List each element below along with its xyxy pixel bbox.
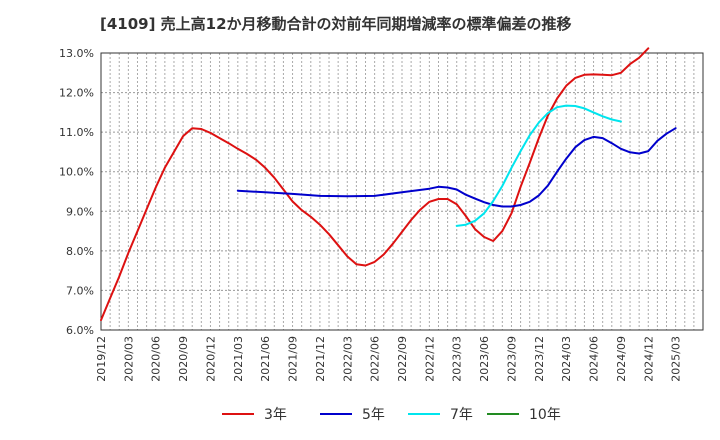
y-tick-label: 7.0% xyxy=(66,284,94,297)
y-tick-label: 9.0% xyxy=(66,205,94,218)
x-tick-label: 2021/12 xyxy=(314,336,327,382)
series-line-1 xyxy=(100,47,650,322)
x-tick-label: 2022/09 xyxy=(396,336,409,382)
x-tick-label: 2024/09 xyxy=(615,336,628,382)
legend-label: 7年 xyxy=(450,407,473,423)
x-tick-label: 2022/06 xyxy=(369,336,382,382)
x-tick-label: 2021/03 xyxy=(232,336,245,382)
chart-title: [4109] 売上高12か月移動合計の対前年同期増減率の標準偏差の推移 xyxy=(100,15,572,33)
y-tick-label: 12.0% xyxy=(59,87,94,100)
x-tick-label: 2022/12 xyxy=(423,336,436,382)
x-tick-label: 2023/03 xyxy=(451,336,464,382)
x-tick-label: 2021/06 xyxy=(259,336,272,382)
x-tick-label: 2022/03 xyxy=(341,336,354,382)
legend-label: 3年 xyxy=(264,407,287,423)
y-tick-label: 10.0% xyxy=(59,166,94,179)
legend-label: 10年 xyxy=(529,407,561,423)
x-tick-label: 2020/09 xyxy=(177,336,190,382)
x-tick-label: 2021/09 xyxy=(287,336,300,382)
x-tick-label: 2020/12 xyxy=(204,336,217,382)
x-tick-label: 2020/03 xyxy=(122,336,135,382)
x-tick-label: 2024/03 xyxy=(560,336,573,382)
x-tick-label: 2025/03 xyxy=(670,336,683,382)
legend-label: 5年 xyxy=(362,407,385,423)
series-line-2 xyxy=(236,127,677,208)
y-tick-label: 8.0% xyxy=(66,245,94,258)
y-tick-label: 6.0% xyxy=(66,324,94,337)
plot-frame xyxy=(100,52,704,331)
series-line-3 xyxy=(455,104,622,227)
x-tick-label: 2024/12 xyxy=(642,336,655,382)
y-tick-label: 13.0% xyxy=(59,47,94,60)
x-tick-label: 2024/06 xyxy=(588,336,601,382)
x-tick-label: 2019/12 xyxy=(95,336,108,382)
y-tick-label: 11.0% xyxy=(59,126,94,139)
x-tick-label: 2020/06 xyxy=(150,336,163,382)
x-tick-label: 2023/06 xyxy=(478,336,491,382)
x-tick-label: 2023/09 xyxy=(505,336,518,382)
x-tick-label: 2023/12 xyxy=(533,336,546,382)
